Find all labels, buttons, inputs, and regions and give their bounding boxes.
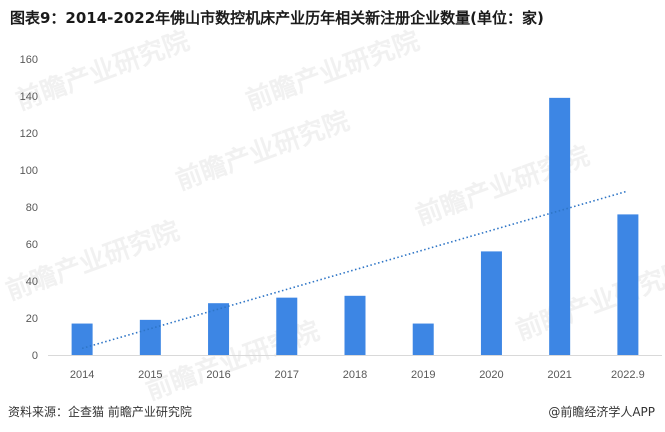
y-tick-label: 20 — [26, 313, 38, 325]
watermark-text: 前瞻产业研究院 — [12, 25, 194, 116]
bar — [480, 251, 502, 355]
y-tick-label: 60 — [26, 239, 38, 251]
x-tick-label: 2014 — [70, 369, 94, 381]
y-tick-label: 140 — [20, 91, 38, 103]
y-tick-label: 80 — [26, 202, 38, 214]
y-tick-label: 160 — [20, 54, 38, 66]
x-tick-label: 2022.9 — [611, 369, 645, 381]
trend-line — [81, 190, 629, 350]
bar — [549, 97, 571, 355]
x-tick-label: 2021 — [547, 369, 571, 381]
watermark-text: 前瞻产业研究院 — [172, 105, 354, 196]
bar — [71, 323, 93, 355]
bar — [276, 297, 298, 355]
x-tick-label: 2018 — [343, 369, 367, 381]
bar — [412, 323, 434, 355]
bar — [617, 214, 639, 355]
source-note: 资料来源：企查猫 前瞻产业研究院 — [8, 405, 192, 419]
x-tick-label: 2020 — [479, 369, 503, 381]
chart-title: 图表9：2014-2022年佛山市数控机床产业历年相关新注册企业数量(单位：家) — [10, 9, 544, 27]
brand-credit: @前瞻经济学人APP — [548, 405, 655, 419]
bar-series — [71, 97, 639, 355]
watermark-text: 前瞻产业研究院 — [242, 25, 424, 116]
y-tick-label: 40 — [26, 276, 38, 288]
y-tick-label: 120 — [20, 128, 38, 140]
bar — [139, 319, 161, 355]
bar — [344, 295, 366, 355]
watermark-text: 前瞻产业研究院 — [512, 255, 665, 346]
y-tick-label: 0 — [32, 350, 38, 362]
y-axis: 0 20 40 60 80 100 120 140 160 — [20, 54, 38, 362]
x-tick-label: 2016 — [206, 369, 230, 381]
x-tick-label: 2019 — [411, 369, 435, 381]
x-axis: 2014 2015 2016 2017 2018 2019 2020 2021 2022.9 — [70, 369, 645, 381]
x-tick-label: 2015 — [138, 369, 162, 381]
watermark-text: 前瞻产业研究院 — [2, 215, 184, 306]
x-tick-label: 2017 — [275, 369, 299, 381]
y-tick-label: 100 — [20, 165, 38, 177]
bar — [208, 303, 230, 355]
